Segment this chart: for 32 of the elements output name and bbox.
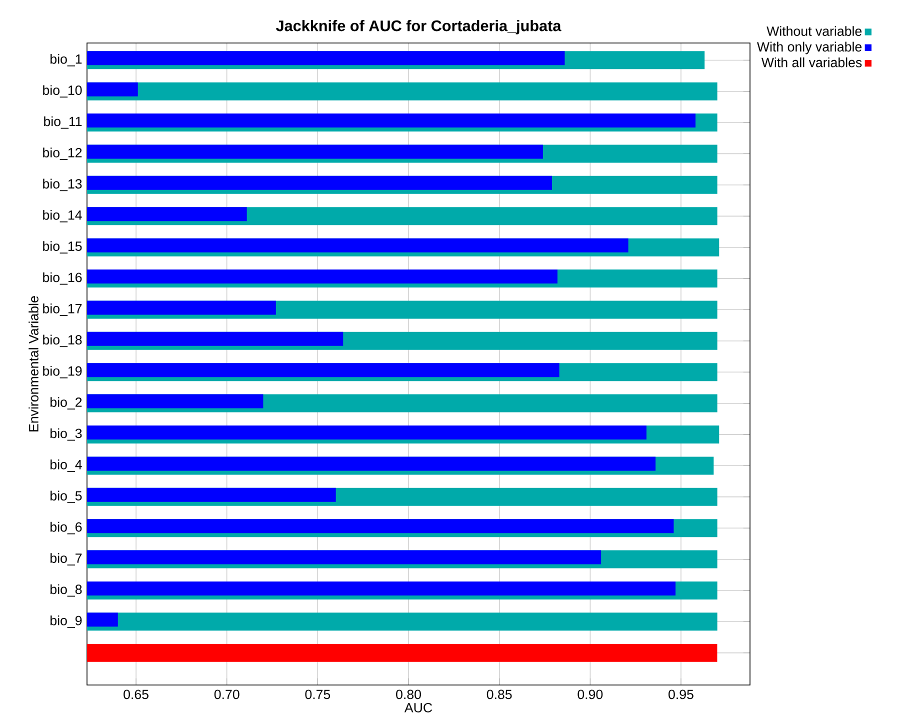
y-tick-label: bio_14 [43,210,82,222]
y-tick-label: bio_6 [50,522,82,534]
x-tick-label: 0.95 [668,690,694,700]
x-tick-label: 0.90 [578,690,603,700]
y-tick-label: bio_3 [50,428,82,441]
x-tick-label: 0.75 [305,690,330,700]
y-tick-label: bio_17 [43,304,82,316]
y-tick-label: bio_2 [50,397,82,410]
y-tick-label: bio_11 [44,116,82,129]
chart-title: Jackknife of AUC for Cortaderia_jubata [276,20,562,34]
y-tick-label: bio_8 [50,584,82,597]
y-tick-label: bio_7 [50,553,82,566]
y-tick-label: bio_19 [43,366,82,378]
x-tick-label: 0.80 [396,690,421,700]
x-tick-label: 0.65 [124,690,148,700]
x-axis-title: AUC [404,702,432,712]
y-tick-label: bio_15 [43,241,82,254]
y-tick-label: bio_10 [43,85,82,98]
y-tick-label: bio_4 [50,460,82,472]
y-tick-label: bio_13 [43,178,82,192]
y-tick-label: bio_12 [43,148,82,160]
legend-label: Without variable [766,26,862,36]
y-tick-label: bio_9 [50,616,82,628]
y-axis-title: Environmental Variable [28,296,38,432]
legend-label: With only variable [757,42,862,54]
y-tick-label: bio_5 [50,490,82,504]
y-tick-label: bio_1 [50,54,82,66]
legend-label: With all variables [761,57,862,68]
y-tick-label: bio_18 [43,334,82,348]
x-tick-label: 0.70 [214,690,240,700]
y-tick-label: bio_16 [43,272,82,285]
x-tick-label: 0.85 [486,690,512,700]
